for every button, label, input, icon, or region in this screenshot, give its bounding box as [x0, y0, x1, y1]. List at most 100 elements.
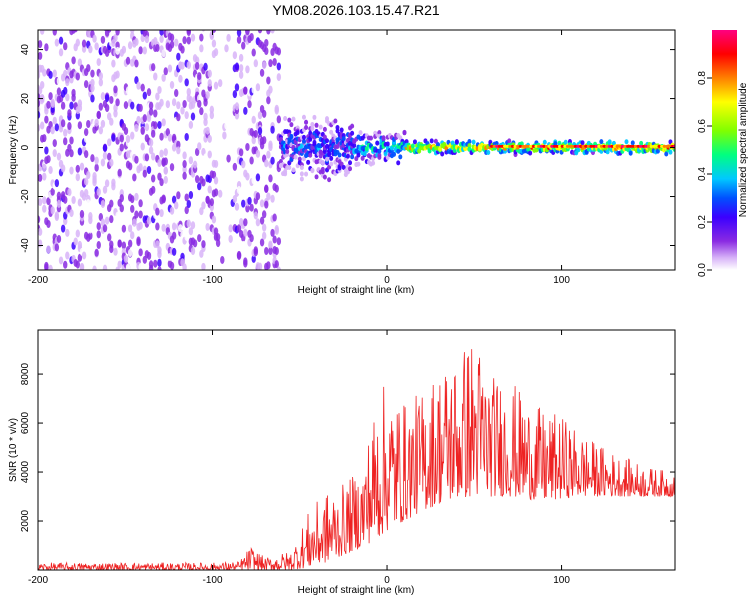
spectrogram-cell: [318, 124, 323, 130]
spectrogram-cell: [500, 144, 505, 148]
spectrogram-cell: [182, 151, 187, 160]
spectrogram-cell: [176, 140, 181, 149]
spectrogram-cell: [138, 248, 143, 257]
spectrogram-cell: [73, 22, 77, 30]
spectrogram-cell: [100, 119, 106, 128]
spectrogram-cell: [266, 192, 271, 201]
spectrogram-cell: [150, 63, 156, 72]
spectrogram-cell: [199, 107, 204, 116]
spectrogram-cell: [67, 122, 72, 131]
spectrogram-cell: [266, 76, 271, 85]
spectrogram-cell: [255, 192, 261, 201]
spectrogram-cell: [264, 159, 269, 168]
spectrogram-cell: [618, 144, 622, 148]
spectrogram-cell: [597, 144, 601, 148]
spectrogram-cell: [283, 115, 288, 121]
spectrogram-cell: [238, 64, 244, 73]
spectrogram-cell: [92, 135, 97, 144]
spectrogram-cell: [417, 148, 422, 154]
spectrogram-cell: [63, 42, 68, 51]
spectrogram-cell: [528, 150, 533, 156]
spectrogram-cell: [96, 222, 101, 231]
spectrogram-cell: [276, 62, 282, 71]
spectrogram-cell: [580, 140, 585, 146]
snr-x-ticks: -200 -100 0 100: [28, 330, 570, 586]
spectrogram-cell: [377, 130, 382, 136]
spectrogram-cell: [130, 204, 135, 213]
spectrogram-cell: [272, 235, 277, 244]
spectrogram-cell: [255, 218, 261, 227]
spectrogram-cell: [199, 21, 203, 29]
spectrogram-cell: [60, 224, 66, 233]
spectrogram-cell: [289, 133, 294, 139]
spectrogram-cell: [402, 130, 407, 136]
spectrogram-cell: [140, 72, 145, 81]
spectrogram-cell: [243, 228, 248, 237]
spectrogram-cell: [98, 102, 104, 111]
spectrogram-cell: [270, 30, 275, 34]
spectrogram-cell: [109, 240, 114, 249]
spectrogram-cell: [358, 130, 363, 136]
spectrogram-cell: [38, 99, 41, 108]
spectrogram-cell: [436, 142, 441, 148]
spectrogram-cell: [125, 56, 131, 65]
spectrogram-cell: [161, 73, 166, 82]
spectrogram-cell: [150, 185, 156, 194]
spectrogram-cell: [171, 187, 177, 196]
spectrogram-cell: [299, 176, 304, 182]
spectrogram-cell: [104, 179, 110, 188]
spectrogram-cell: [69, 149, 74, 158]
spectrogram-cell: [182, 171, 187, 180]
spectrogram-cell: [138, 163, 143, 172]
spectrogram-cell: [209, 105, 215, 114]
spectrogram-cell: [130, 195, 135, 204]
spectrogram-cell: [310, 122, 315, 128]
spectrogram-cell: [90, 69, 95, 78]
spectrogram-cell: [134, 192, 139, 201]
spectrogram-cell: [531, 144, 536, 148]
spectrogram-cell: [203, 153, 208, 162]
spectrogram-cell: [301, 138, 306, 144]
spectrogram-y-tick-label: 40: [20, 44, 31, 56]
spectrogram-cell: [259, 216, 265, 225]
spectrogram-cell: [157, 266, 162, 270]
spectrogram-cell: [194, 148, 200, 157]
spectrogram-cell: [337, 152, 342, 158]
spectrogram-cell: [134, 210, 139, 219]
spectrogram-cell: [39, 80, 45, 89]
spectrogram-cell: [38, 239, 43, 248]
spectrogram-cell: [159, 178, 164, 187]
spectrogram-cell: [42, 163, 47, 172]
spectrogram-cell: [289, 122, 294, 128]
spectrogram-cell: [568, 144, 573, 148]
spectrogram-cell: [274, 260, 279, 269]
spectrogram-cell: [104, 94, 110, 103]
spectrogram-cell: [176, 113, 181, 122]
spectrogram-x-tick-label: -100: [203, 275, 223, 286]
spectrogram-cell: [226, 154, 231, 163]
spectrogram-cell: [270, 125, 275, 134]
spectrogram-cell: [119, 194, 124, 203]
spectrogram-cell: [207, 134, 212, 143]
spectrogram-cell: [167, 133, 173, 142]
spectrogram-cell: [186, 30, 191, 35]
spectrogram-cell: [98, 78, 104, 87]
spectrogram-cell: [647, 144, 651, 148]
spectrogram-cell: [392, 151, 397, 157]
spectrogram-cell: [159, 98, 164, 107]
spectrogram-cell: [245, 65, 250, 74]
spectrogram-cell: [429, 138, 434, 144]
spectrogram-cell: [201, 240, 206, 249]
spectrogram-cell: [75, 260, 80, 269]
spectrogram-cell: [94, 163, 99, 172]
spectrogram-y-tick-label: -20: [20, 189, 31, 204]
spectrogram-cell: [109, 117, 114, 126]
spectrogram-cell: [52, 149, 57, 158]
spectrogram-cell: [56, 152, 62, 161]
spectrogram-cell: [96, 58, 101, 67]
spectrogram-cell: [50, 126, 55, 135]
spectrogram-cell: [241, 136, 246, 145]
spectrogram-cell: [245, 30, 250, 36]
spectrogram-cell: [157, 85, 162, 94]
spectrogram-cell: [236, 224, 242, 233]
